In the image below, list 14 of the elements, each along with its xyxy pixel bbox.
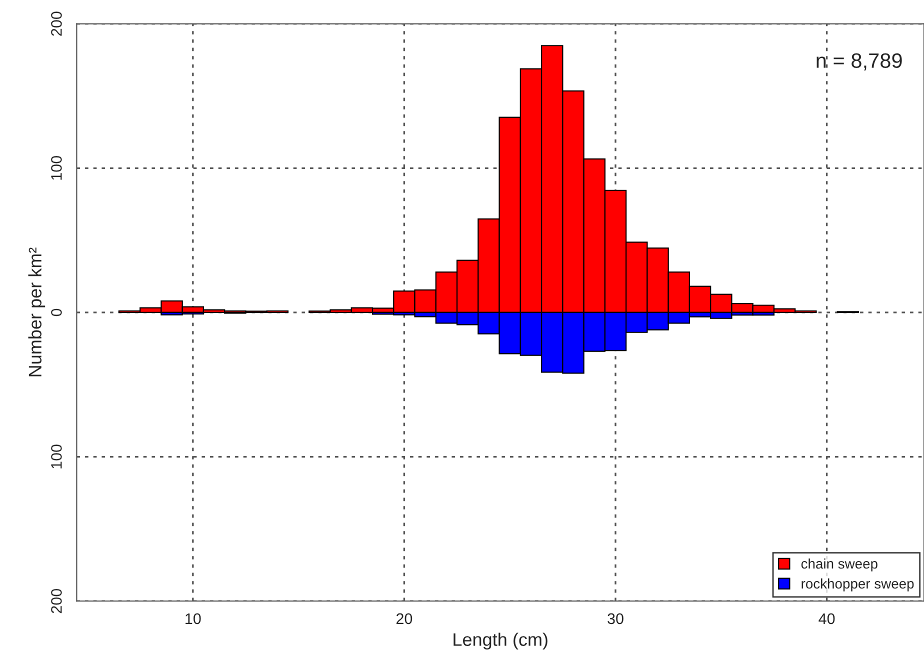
x-tick-label: 40 xyxy=(818,613,835,624)
legend-label: rockhopper sweep xyxy=(802,578,914,592)
y-axis-title: Number per km² xyxy=(28,248,46,376)
x-tick-label: 10 xyxy=(186,613,201,624)
y-tick-label: 200 xyxy=(51,588,62,614)
y-tick-label: 100 xyxy=(51,156,62,180)
y-tick-label: 100 xyxy=(51,444,62,468)
legend-label: chain sweep xyxy=(801,558,878,572)
x-tick-label: 20 xyxy=(396,613,412,624)
y-tick-label: 200 xyxy=(51,12,62,36)
x-tick-label: 30 xyxy=(608,613,624,624)
x-axis-title: Length (cm) xyxy=(454,632,548,650)
annotation: n = 8,789 xyxy=(816,53,902,70)
y-tick-label: 0 xyxy=(51,308,62,316)
